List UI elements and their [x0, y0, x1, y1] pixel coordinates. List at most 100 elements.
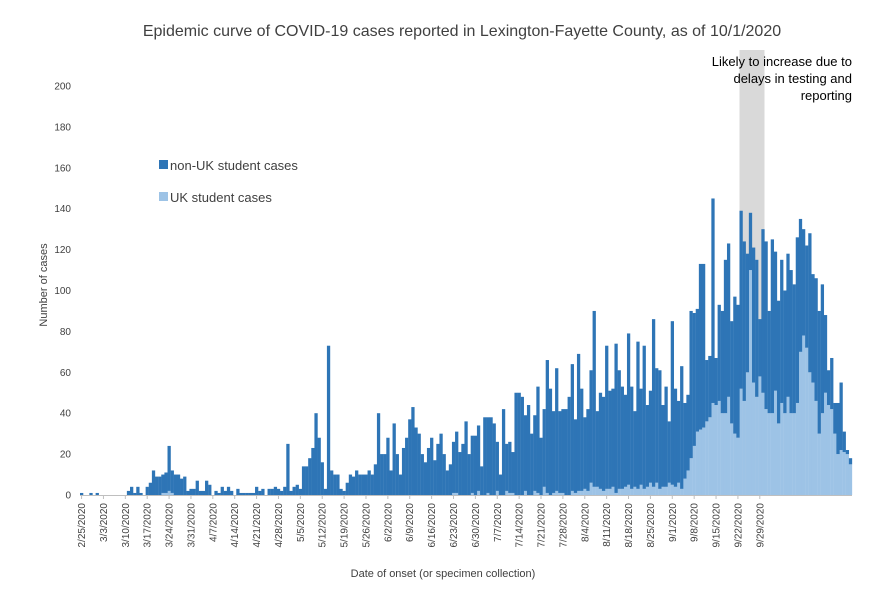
non-uk-student-bar	[567, 396, 571, 495]
uk-student-bar	[161, 492, 165, 495]
non-uk-student-bar	[198, 490, 203, 495]
non-uk-student-bar	[470, 435, 474, 493]
non-uk-student-bar	[773, 251, 778, 391]
uk-student-bar	[667, 482, 671, 495]
non-uk-student-bar	[420, 454, 424, 495]
non-uk-student-bar	[376, 413, 381, 495]
x-tick-label: 8/11/2020	[602, 503, 613, 547]
non-uk-student-bar	[645, 405, 649, 487]
non-uk-student-bar	[261, 488, 265, 495]
uk-student-bar	[583, 488, 587, 495]
x-tick-label: 3/3/2020	[99, 503, 110, 542]
non-uk-student-bar	[501, 409, 506, 495]
legend-label-uk: UK student cases	[170, 190, 272, 205]
non-uk-student-bar	[408, 419, 412, 495]
non-uk-student-bar	[295, 484, 299, 495]
uk-student-bar	[505, 490, 509, 495]
non-uk-student-bar	[598, 392, 603, 489]
x-tick-label: 8/4/2020	[580, 503, 591, 542]
x-tick-label: 9/15/2020	[712, 503, 723, 548]
uk-student-bar	[701, 427, 706, 495]
non-uk-student-bar	[330, 470, 334, 495]
y-tick-label: 60	[60, 368, 72, 379]
non-uk-student-bar	[511, 452, 515, 493]
x-tick-label: 6/2/2020	[383, 503, 394, 542]
y-tick-label: 100	[54, 286, 71, 297]
non-uk-student-bar	[392, 423, 396, 495]
x-axis-ticks: 2/25/2020 3/3/2020 3/10/2020 3/17/2020 3/24/…	[77, 495, 766, 548]
non-uk-student-bar	[589, 370, 593, 483]
non-uk-student-bar	[680, 366, 684, 489]
non-uk-student-bar	[520, 396, 524, 495]
non-uk-student-bar	[536, 386, 540, 493]
uk-student-bar	[617, 488, 621, 495]
x-tick-label: 7/14/2020	[515, 503, 526, 548]
non-uk-student-bar	[480, 466, 484, 495]
non-uk-student-bar	[276, 488, 281, 495]
chart-title: Epidemic curve of COVID-19 cases reporte…	[143, 23, 781, 40]
non-uk-student-bar	[533, 415, 537, 491]
non-uk-student-bar	[592, 310, 596, 487]
non-uk-student-bar	[655, 368, 659, 483]
non-uk-student-bar	[473, 435, 478, 495]
uk-student-bar	[589, 482, 593, 495]
non-uk-student-bar	[239, 492, 243, 495]
uk-student-bar	[633, 486, 637, 495]
non-uk-student-bar	[730, 321, 734, 424]
non-uk-student-bar	[639, 388, 643, 485]
non-uk-student-bar	[542, 409, 546, 487]
uk-student-bar	[605, 488, 609, 495]
uk-student-bar	[545, 492, 549, 495]
non-uk-student-bar	[351, 476, 356, 495]
uk-student-bar	[833, 433, 837, 495]
x-tick-label: 5/12/2020	[318, 503, 329, 548]
non-uk-student-bar	[367, 470, 371, 495]
non-uk-student-bar	[223, 490, 228, 495]
non-uk-student-bar	[355, 470, 359, 495]
non-uk-student-bar	[839, 382, 843, 451]
non-uk-student-bar	[686, 394, 690, 471]
uk-student-bar	[736, 437, 740, 495]
non-uk-student-bar	[242, 492, 246, 495]
uk-student-bar	[814, 400, 818, 495]
non-uk-student-bar	[236, 488, 240, 495]
non-uk-student-bar	[508, 441, 512, 493]
non-uk-student-bar	[545, 360, 549, 493]
non-uk-student-bar	[436, 443, 440, 495]
non-uk-student-bar	[448, 464, 453, 495]
non-uk-student-bar	[811, 274, 815, 383]
non-uk-student-bar	[361, 474, 365, 495]
non-uk-student-bar	[333, 474, 337, 495]
uk-student-bar	[805, 347, 809, 495]
non-uk-student-bar	[836, 402, 840, 455]
non-uk-student-bar	[489, 417, 493, 495]
uk-student-bar	[470, 492, 474, 495]
non-uk-student-bar	[483, 417, 487, 495]
non-uk-student-bar	[445, 470, 449, 495]
non-uk-student-bar	[683, 402, 687, 479]
uk-student-bar	[636, 488, 640, 495]
non-uk-student-bar	[826, 370, 831, 406]
uk-student-bar	[830, 409, 834, 495]
non-uk-student-bar	[742, 241, 746, 401]
uk-student-bar	[611, 486, 615, 495]
uk-student-bar	[745, 372, 750, 495]
uk-student-bar	[811, 382, 815, 495]
non-uk-student-bar	[723, 259, 728, 414]
uk-student-bar	[576, 490, 581, 495]
non-uk-student-bar	[414, 427, 418, 495]
y-tick-label: 180	[54, 122, 71, 133]
uk-student-bar	[698, 429, 703, 495]
x-tick-label: 6/16/2020	[427, 503, 438, 548]
non-uk-student-bar	[451, 441, 456, 493]
uk-student-bar	[476, 490, 481, 495]
uk-student-bar	[533, 490, 537, 495]
non-uk-student-bar	[301, 466, 306, 495]
non-uk-student-bar	[689, 310, 693, 459]
non-uk-student-bar	[151, 470, 156, 495]
uk-student-bar	[776, 423, 781, 495]
non-uk-student-bar	[176, 474, 181, 495]
uk-student-bar	[711, 402, 715, 495]
uk-student-bar	[661, 486, 665, 495]
non-uk-student-bar	[814, 278, 818, 401]
